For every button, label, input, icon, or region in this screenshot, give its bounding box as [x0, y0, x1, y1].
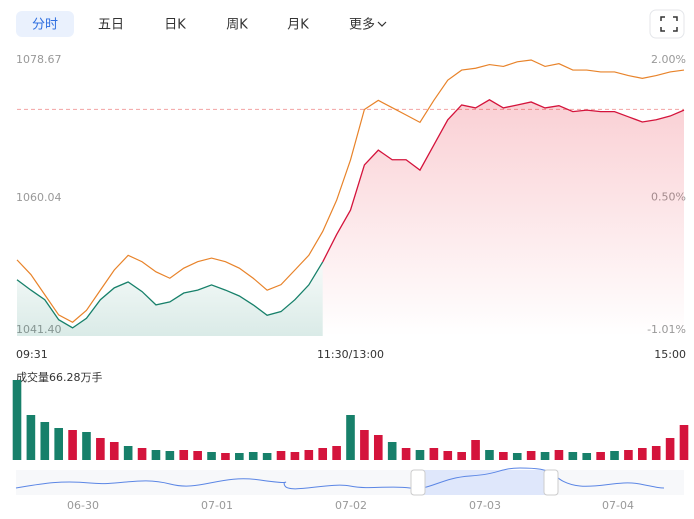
volume-bar	[624, 450, 633, 460]
chevron	[377, 21, 387, 27]
volume-bar	[221, 453, 230, 460]
volume-bar	[82, 432, 91, 460]
volume-bar	[137, 448, 147, 460]
navigator-handle[interactable]	[410, 469, 426, 496]
tab[interactable]: 五日	[98, 18, 124, 33]
nav-date: 06-30	[67, 499, 99, 512]
tab[interactable]: 更多	[349, 17, 375, 33]
volume-bar	[165, 451, 175, 460]
y-tick-label: 1078.67	[16, 53, 62, 66]
nav-date: 07-03	[469, 499, 501, 512]
fullscreen-button[interactable]	[649, 9, 685, 39]
y2-tick-label: 2.00%	[651, 53, 686, 66]
volume-bar	[387, 442, 397, 460]
volume-bar	[346, 415, 355, 460]
tab[interactable]: 月K	[287, 18, 309, 33]
volume-bar	[373, 435, 383, 460]
volume-bar	[54, 428, 63, 460]
tab[interactable]: 分时	[32, 18, 58, 33]
price-area	[17, 261, 323, 336]
volume-bar	[540, 452, 550, 460]
volume-bar	[665, 438, 675, 460]
volume-bar	[40, 422, 50, 460]
tab-active-bg	[16, 11, 74, 37]
volume-bar	[332, 446, 341, 460]
volume-bar	[610, 451, 619, 460]
average-line	[16, 59, 685, 323]
tab[interactable]: 周K	[226, 18, 248, 33]
volume-bar	[304, 450, 314, 460]
volume-bar	[401, 448, 411, 460]
volume-bar	[582, 453, 592, 460]
y-tick-label: 1060.04	[16, 191, 62, 204]
volume-bar	[568, 452, 578, 460]
volume-bar	[318, 448, 328, 460]
volume-bar	[262, 453, 272, 460]
volume-bar	[512, 453, 522, 460]
volume-bar	[151, 450, 161, 460]
volume-bar	[638, 448, 647, 460]
volume-bar	[429, 448, 439, 460]
volume-bar	[443, 451, 453, 460]
navigator-handle[interactable]	[543, 469, 559, 496]
volume-bar	[96, 438, 105, 460]
volume-bar	[179, 450, 189, 460]
volume-bar	[457, 452, 466, 460]
volume-bar	[485, 450, 494, 460]
volume-bar	[68, 430, 77, 460]
x-tick-label: 09:31	[16, 348, 48, 361]
volume-bar	[248, 452, 258, 460]
x-tick-label: 15:00	[654, 348, 686, 361]
navigator-line	[15, 467, 665, 490]
volume-bar	[499, 452, 508, 460]
volume-bar	[554, 450, 564, 460]
volume-bar	[207, 452, 216, 460]
volume-bar	[276, 451, 286, 460]
volume-bar	[109, 442, 119, 460]
nav-date: 07-02	[335, 499, 367, 512]
fullscreen-icon	[660, 16, 678, 32]
price-area	[322, 99, 684, 336]
price-line	[322, 99, 685, 263]
volume-bar	[415, 450, 425, 460]
volume-bar	[193, 451, 202, 460]
volume-bar	[26, 415, 36, 460]
volume-bar	[360, 430, 369, 460]
volume-bar	[235, 453, 244, 460]
volume-bar	[471, 440, 480, 460]
volume-bar	[596, 452, 605, 460]
volume-bar	[123, 446, 133, 460]
volume-bar	[526, 451, 536, 460]
volume-bar	[679, 425, 689, 460]
x-tick-label: 11:30/13:00	[317, 348, 384, 361]
navigator-window[interactable]	[418, 470, 551, 495]
price-line	[16, 261, 324, 329]
nav-date: 07-04	[602, 499, 634, 512]
volume-bar	[290, 452, 300, 460]
tab[interactable]: 日K	[164, 18, 186, 33]
volume-bar	[651, 446, 661, 460]
volume-label: 成交量66.28万手	[16, 370, 103, 384]
volume-bar	[12, 380, 22, 460]
navigator-track	[16, 470, 684, 495]
nav-date: 07-01	[201, 499, 233, 512]
